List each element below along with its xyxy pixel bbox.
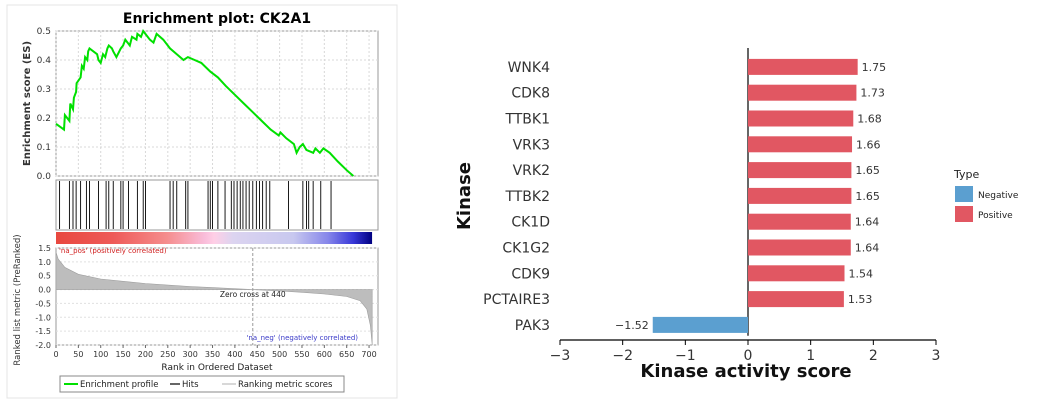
metric-ytick-label: -0.5 bbox=[35, 299, 51, 308]
x-tick-label: 3 bbox=[932, 348, 941, 364]
bar-vrk3 bbox=[748, 136, 853, 153]
x-tick-label: 600 bbox=[317, 350, 332, 359]
category-label: CK1G2 bbox=[502, 241, 550, 257]
x-tick-label: 50 bbox=[73, 350, 83, 359]
value-label: 1.66 bbox=[856, 138, 881, 151]
legend-label: Positive bbox=[978, 211, 1013, 221]
x-tick-label: 300 bbox=[183, 350, 198, 359]
ranking-metric-area bbox=[55, 252, 373, 346]
metric-ytick-label: 0.0 bbox=[38, 286, 51, 295]
value-label: 1.68 bbox=[857, 113, 882, 126]
es-ylabel: Enrichment score (ES) bbox=[22, 41, 33, 166]
hits-panel bbox=[55, 179, 379, 231]
value-label: 1.75 bbox=[862, 61, 887, 74]
x-tick-label: 400 bbox=[227, 350, 242, 359]
x-axis-label: Rank in Ordered Dataset bbox=[161, 363, 273, 373]
x-tick-label: −2 bbox=[612, 348, 633, 364]
x-tick-label: −1 bbox=[675, 348, 696, 364]
legend-swatch-negative bbox=[955, 186, 973, 202]
x-tick-label: 700 bbox=[361, 350, 376, 359]
x-tick-label: 1 bbox=[806, 348, 815, 364]
metric-panel bbox=[55, 247, 379, 346]
es-ytick-label: 0.0 bbox=[37, 172, 52, 182]
es-ytick-label: 0.2 bbox=[37, 114, 51, 124]
gsea-legend-box bbox=[59, 375, 345, 393]
legend-title: Type bbox=[953, 168, 979, 181]
bar-pak3 bbox=[652, 316, 748, 333]
x-tick-label: 500 bbox=[272, 350, 287, 359]
category-label: TTBK2 bbox=[504, 189, 550, 205]
x-tick-label: 650 bbox=[339, 350, 354, 359]
kinase-activity-bar-chart: WNK4 1.75 CDK8 1.73 TTBK1 1.68 VRK3 1.66 VRK2 1.6… bbox=[454, 48, 1019, 382]
x-axis-label: Kinase activity score bbox=[640, 361, 851, 382]
metric-ytick-label: 1.0 bbox=[38, 258, 51, 267]
value-label: 1.64 bbox=[855, 242, 880, 255]
gsea-title: Enrichment plot: CK2A1 bbox=[123, 11, 311, 27]
bar-ck1d bbox=[748, 213, 851, 230]
x-tick-label: 100 bbox=[93, 350, 108, 359]
x-tick-label: 250 bbox=[160, 350, 175, 359]
es-ytick-label: 0.4 bbox=[37, 56, 52, 66]
ranking-heatmap bbox=[56, 232, 373, 244]
positive-correlation-label: 'na_pos' (positively correlated) bbox=[59, 247, 167, 255]
metric-ytick-label: -1.5 bbox=[35, 327, 51, 336]
x-tick-label: 0 bbox=[53, 350, 58, 359]
x-tick-label: 2 bbox=[869, 348, 878, 364]
es-ytick-label: 0.5 bbox=[37, 27, 51, 37]
category-label: VRK2 bbox=[513, 163, 550, 179]
y-axis-label: Kinase bbox=[454, 162, 475, 230]
bar-ck1g2 bbox=[748, 239, 851, 256]
bar-vrk2 bbox=[748, 162, 852, 179]
enrichment-profile-line bbox=[55, 28, 355, 177]
metric-ytick-label: -1.0 bbox=[35, 313, 51, 322]
x-tick-label: 200 bbox=[138, 350, 153, 359]
value-label: 1.65 bbox=[855, 190, 880, 203]
legend-hits-label: Hits bbox=[182, 380, 199, 390]
bar-pctaire3 bbox=[748, 291, 844, 308]
value-label: −1.52 bbox=[615, 319, 649, 332]
legend-swatch-positive bbox=[955, 206, 973, 222]
negative-correlation-label: 'na_neg' (negatively correlated) bbox=[246, 334, 358, 342]
bar-wnk4 bbox=[748, 58, 858, 75]
x-tick-label: 0 bbox=[744, 348, 753, 364]
es-ytick-label: 0.3 bbox=[37, 85, 51, 95]
enrichment-plot: Enrichment plot: CK2A1 0.0 0.1 0.2 0.3 0.4 0.5… bbox=[6, 4, 398, 399]
bar-cdk9 bbox=[748, 265, 845, 282]
category-label: PAK3 bbox=[515, 318, 550, 334]
category-label: PCTAIRE3 bbox=[483, 292, 550, 308]
legend-label: Negative bbox=[978, 191, 1019, 201]
x-tick-label: 550 bbox=[294, 350, 309, 359]
value-label: 1.54 bbox=[849, 267, 874, 280]
value-label: 1.65 bbox=[855, 164, 880, 177]
zero-cross-label: Zero cross at 440 bbox=[220, 290, 286, 299]
category-label: TTBK1 bbox=[504, 112, 550, 128]
bar-cdk8 bbox=[748, 84, 857, 101]
es-ytick-label: 0.1 bbox=[37, 143, 51, 153]
category-label: VRK3 bbox=[513, 137, 550, 153]
value-label: 1.73 bbox=[860, 87, 885, 100]
category-label: CDK8 bbox=[511, 86, 550, 102]
metric-ytick-label: -2.0 bbox=[35, 341, 51, 350]
metric-ytick-label: 1.5 bbox=[38, 244, 51, 253]
heatmap-tail bbox=[372, 232, 378, 244]
legend-metric-label: Ranking metric scores bbox=[238, 380, 333, 390]
bar-ttbk1 bbox=[748, 110, 854, 127]
value-label: 1.64 bbox=[855, 216, 880, 229]
category-label: CDK9 bbox=[511, 266, 550, 282]
bar-ttbk2 bbox=[748, 187, 852, 204]
x-tick-label: 150 bbox=[115, 350, 130, 359]
category-label: CK1D bbox=[511, 215, 550, 231]
metric-ylabel: Ranked list metric (PreRanked) bbox=[13, 234, 23, 365]
category-label: WNK4 bbox=[508, 60, 550, 76]
x-tick-label: −3 bbox=[550, 348, 571, 364]
legend-profile-label: Enrichment profile bbox=[80, 380, 158, 390]
x-tick-label: 350 bbox=[205, 350, 220, 359]
value-label: 1.53 bbox=[848, 293, 873, 306]
x-tick-label: 450 bbox=[250, 350, 265, 359]
metric-ytick-label: 0.5 bbox=[38, 272, 51, 281]
